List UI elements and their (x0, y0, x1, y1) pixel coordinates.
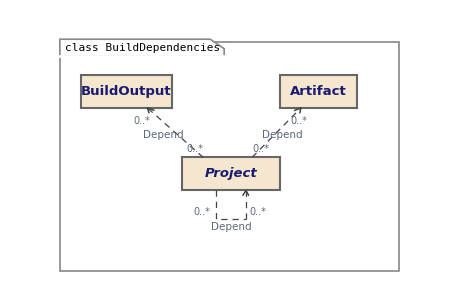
Text: 0..*: 0..* (291, 116, 308, 126)
Text: 0..*: 0..* (249, 207, 266, 217)
Text: Artifact: Artifact (290, 85, 347, 98)
Bar (81, 75, 172, 108)
Bar (280, 75, 357, 108)
Text: Depend: Depend (262, 130, 302, 140)
Text: 0..*: 0..* (133, 116, 151, 126)
Text: class BuildDependencies: class BuildDependencies (65, 43, 221, 53)
Text: 0..*: 0..* (186, 144, 203, 154)
Text: 0..*: 0..* (253, 144, 269, 154)
Text: Depend: Depend (143, 130, 183, 140)
Text: Project: Project (205, 167, 258, 181)
Bar (182, 157, 280, 190)
Text: Depend: Depend (211, 222, 252, 232)
Polygon shape (60, 39, 224, 56)
Text: BuildOutput: BuildOutput (81, 85, 171, 98)
Text: 0..*: 0..* (193, 207, 210, 217)
